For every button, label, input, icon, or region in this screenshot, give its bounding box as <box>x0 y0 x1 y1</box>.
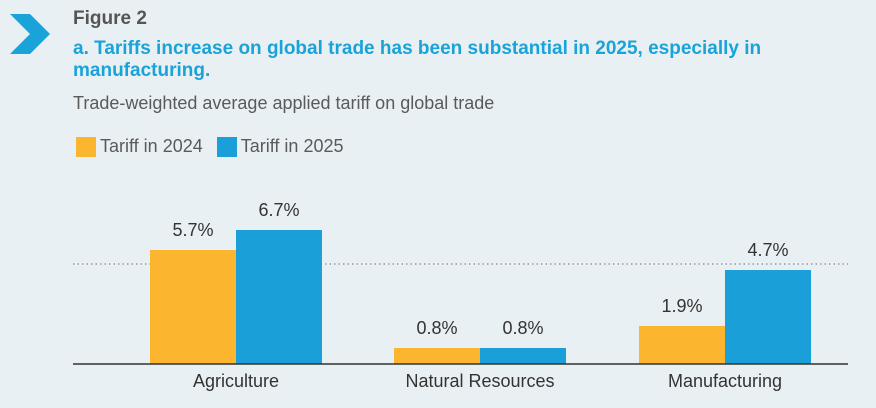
bar-agriculture-2025 <box>236 230 322 364</box>
legend-label-2024: Tariff in 2024 <box>100 136 203 156</box>
legend-label-2025: Tariff in 2025 <box>240 136 344 156</box>
data-label: 5.7% <box>172 220 213 240</box>
chevron-icon <box>10 14 50 54</box>
data-label: 0.8% <box>502 318 543 338</box>
data-label: 4.7% <box>747 240 788 260</box>
bar-natural-resources-2025 <box>480 348 566 364</box>
chart-title: a. Tariffs increase on global trade has … <box>73 38 762 81</box>
bar-natural-resources-2024 <box>394 348 480 364</box>
legend-item-2024: Tariff in 2024 <box>76 136 203 157</box>
legend-swatch-2025 <box>216 136 237 157</box>
legend-swatch-2024 <box>76 136 96 157</box>
chart-subtitle: Trade-weighted average applied tariff on… <box>73 93 495 113</box>
category-label: Natural Resources <box>405 371 554 391</box>
category-label: Agriculture <box>193 371 279 391</box>
legend: Tariff in 2024 Tariff in 2025 <box>76 136 358 157</box>
bar-manufacturing-2024 <box>639 326 725 364</box>
category-label: Manufacturing <box>668 371 782 391</box>
bar-agriculture-2024 <box>150 250 236 364</box>
data-label: 6.7% <box>258 200 299 220</box>
legend-item-2025: Tariff in 2025 <box>216 136 344 157</box>
data-label: 0.8% <box>416 318 457 338</box>
bar-manufacturing-2025 <box>725 270 811 364</box>
figure-label: Figure 2 <box>73 8 147 29</box>
data-label: 1.9% <box>661 296 702 316</box>
